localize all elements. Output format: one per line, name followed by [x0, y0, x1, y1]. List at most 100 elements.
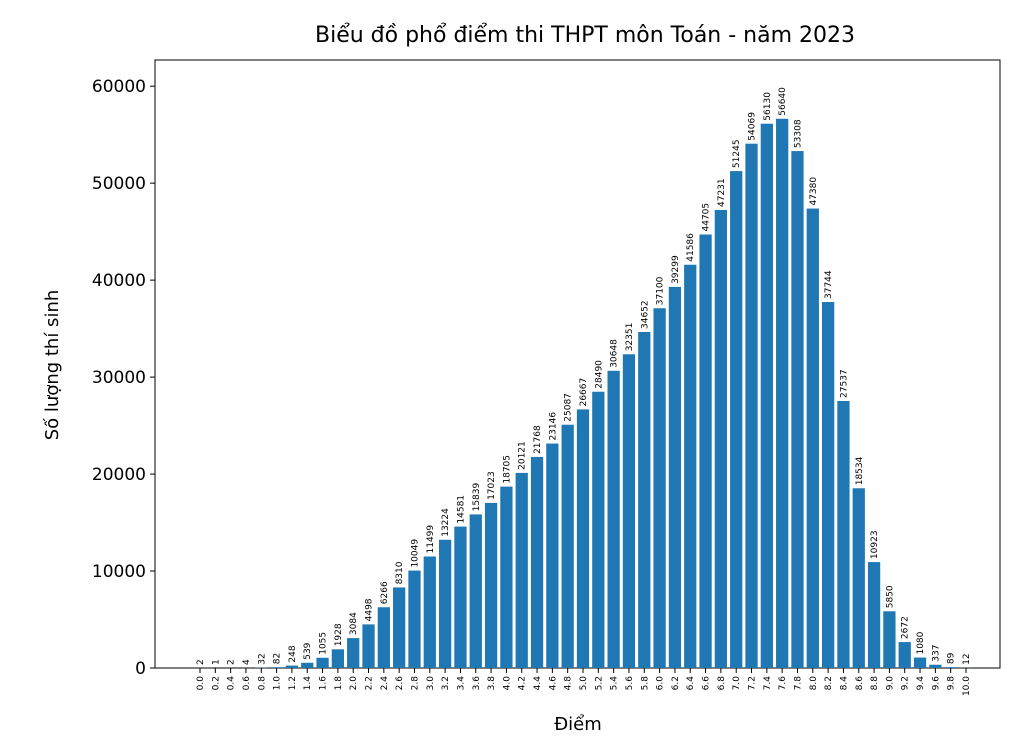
x-tick-label: 7.2: [748, 676, 758, 690]
x-tick-label: 4.6: [548, 676, 558, 691]
x-tick-label: 2.2: [365, 676, 375, 690]
data-label: 18705: [502, 455, 512, 484]
bar: [408, 571, 420, 668]
x-tick-label: 7.4: [763, 676, 773, 691]
bar: [730, 171, 742, 668]
x-tick-label: 6.0: [656, 676, 666, 691]
x-tick-label: 8.4: [839, 676, 849, 691]
data-label: 18534: [855, 456, 865, 485]
bar: [837, 401, 849, 668]
data-label: 10049: [410, 539, 420, 568]
data-label: 37100: [656, 276, 666, 305]
x-tick-label: 5.6: [625, 676, 635, 691]
data-label: 47231: [717, 178, 727, 207]
x-tick-label: 3.2: [441, 676, 451, 690]
x-tick-label: 1.0: [273, 676, 283, 691]
x-tick-label: 8.0: [809, 676, 819, 691]
x-tick-label: 1.8: [334, 676, 344, 691]
x-tick-label: 6.2: [671, 676, 681, 690]
bar: [761, 124, 773, 668]
bar: [945, 667, 957, 668]
data-label: 53308: [793, 119, 803, 148]
x-tick-label: 1.4: [303, 676, 313, 691]
data-label: 82: [273, 653, 283, 664]
data-label: 2: [227, 659, 237, 665]
bar: [868, 562, 880, 668]
x-tick-label: 1.6: [319, 676, 329, 691]
x-tick-label: 10.0: [962, 676, 972, 696]
y-tick-label: 0: [135, 659, 146, 679]
x-tick-label: 6.6: [702, 676, 712, 691]
bar: [562, 425, 574, 668]
y-axis-label: Số lượng thí sinh: [42, 290, 63, 441]
y-tick-label: 40000: [92, 271, 146, 291]
x-tick-label: 2.4: [380, 676, 390, 691]
bar: [546, 444, 558, 668]
x-axis-label: Điểm: [554, 714, 602, 735]
bar: [577, 409, 589, 668]
data-label: 56130: [763, 92, 773, 121]
bar: [807, 209, 819, 668]
x-tick-label: 9.0: [885, 676, 895, 691]
bar: [929, 665, 941, 668]
data-label: 37744: [824, 270, 834, 299]
data-label: 47380: [809, 177, 819, 206]
y-tick-label: 60000: [92, 77, 146, 97]
data-label: 1928: [334, 623, 344, 646]
bar: [301, 663, 313, 668]
bar: [393, 587, 405, 668]
bar: [653, 308, 665, 668]
x-tick-label: 5.0: [579, 676, 589, 691]
bar: [378, 607, 390, 668]
data-label: 13224: [441, 508, 451, 537]
x-tick-label: 0.4: [227, 676, 237, 691]
x-tick-label: 0.0: [196, 676, 206, 691]
bar: [883, 611, 895, 668]
y-tick-label: 10000: [92, 562, 146, 582]
x-tick-label: 9.6: [931, 676, 941, 691]
data-label: 6266: [380, 581, 390, 604]
data-label: 14581: [456, 495, 466, 524]
data-label: 39299: [671, 255, 681, 284]
bar: [608, 371, 620, 668]
data-label: 337: [931, 645, 941, 662]
bar: [470, 514, 482, 668]
data-label: 32351: [625, 323, 635, 352]
data-label: 27537: [839, 369, 849, 398]
bar: [899, 642, 911, 668]
data-label: 2: [196, 659, 206, 665]
bar: [791, 151, 803, 668]
bar: [745, 144, 757, 668]
bar: [424, 556, 436, 668]
data-label: 15839: [472, 483, 482, 512]
data-label: 54069: [748, 112, 758, 141]
x-tick-label: 7.6: [778, 676, 788, 691]
data-label: 1055: [319, 632, 329, 655]
y-tick-label: 50000: [92, 174, 146, 194]
x-tick-label: 1.2: [288, 676, 298, 690]
x-tick-label: 2.6: [395, 676, 405, 691]
bar: [531, 457, 543, 668]
x-tick-label: 5.2: [594, 676, 604, 690]
x-tick-label: 0.8: [257, 676, 267, 691]
bar: [485, 503, 497, 668]
x-tick-label: 6.8: [717, 676, 727, 691]
data-label: 4498: [365, 598, 375, 621]
x-tick-label: 8.8: [870, 676, 880, 691]
x-tick-label: 9.4: [916, 676, 926, 691]
bar: [500, 487, 512, 668]
x-tick-label: 3.6: [472, 676, 482, 691]
data-label: 1080: [916, 631, 926, 654]
data-label: 34652: [640, 300, 650, 329]
data-label: 30648: [610, 339, 620, 368]
bar: [516, 473, 528, 668]
x-tick-label: 6.4: [686, 676, 696, 691]
data-label: 26667: [579, 378, 589, 407]
bar: [715, 210, 727, 668]
x-tick-label: 5.8: [640, 676, 650, 691]
bar: [638, 332, 650, 668]
data-label: 8310: [395, 561, 405, 584]
bar: [439, 540, 451, 668]
data-label: 12: [962, 653, 972, 664]
